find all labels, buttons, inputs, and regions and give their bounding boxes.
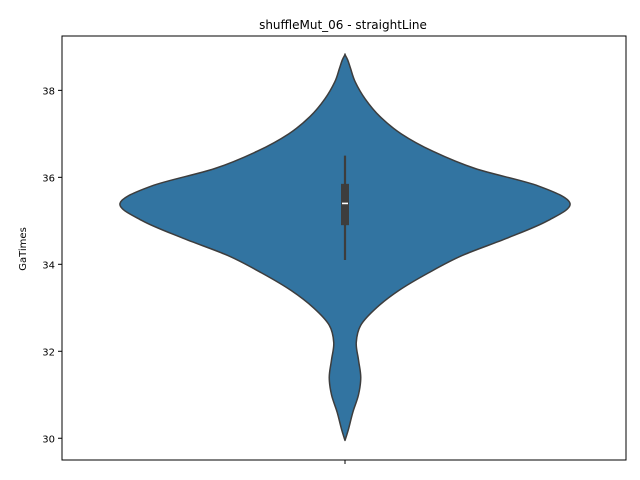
y-tick-label: 34 [42, 260, 55, 271]
axes: 30 32 34 36 38 [42, 35, 627, 464]
axes-frame [61, 35, 627, 461]
y-tick-label: 30 [42, 434, 55, 445]
y-tick-label: 36 [42, 173, 55, 184]
y-axis-label: GaTimes [18, 227, 29, 271]
chart-title: shuffleMut_06 - straightLine [259, 18, 427, 32]
violin-iqr-box [341, 183, 349, 226]
y-tick-label: 32 [42, 347, 55, 358]
plot-area [119, 53, 571, 442]
y-tick-label: 38 [42, 86, 55, 97]
